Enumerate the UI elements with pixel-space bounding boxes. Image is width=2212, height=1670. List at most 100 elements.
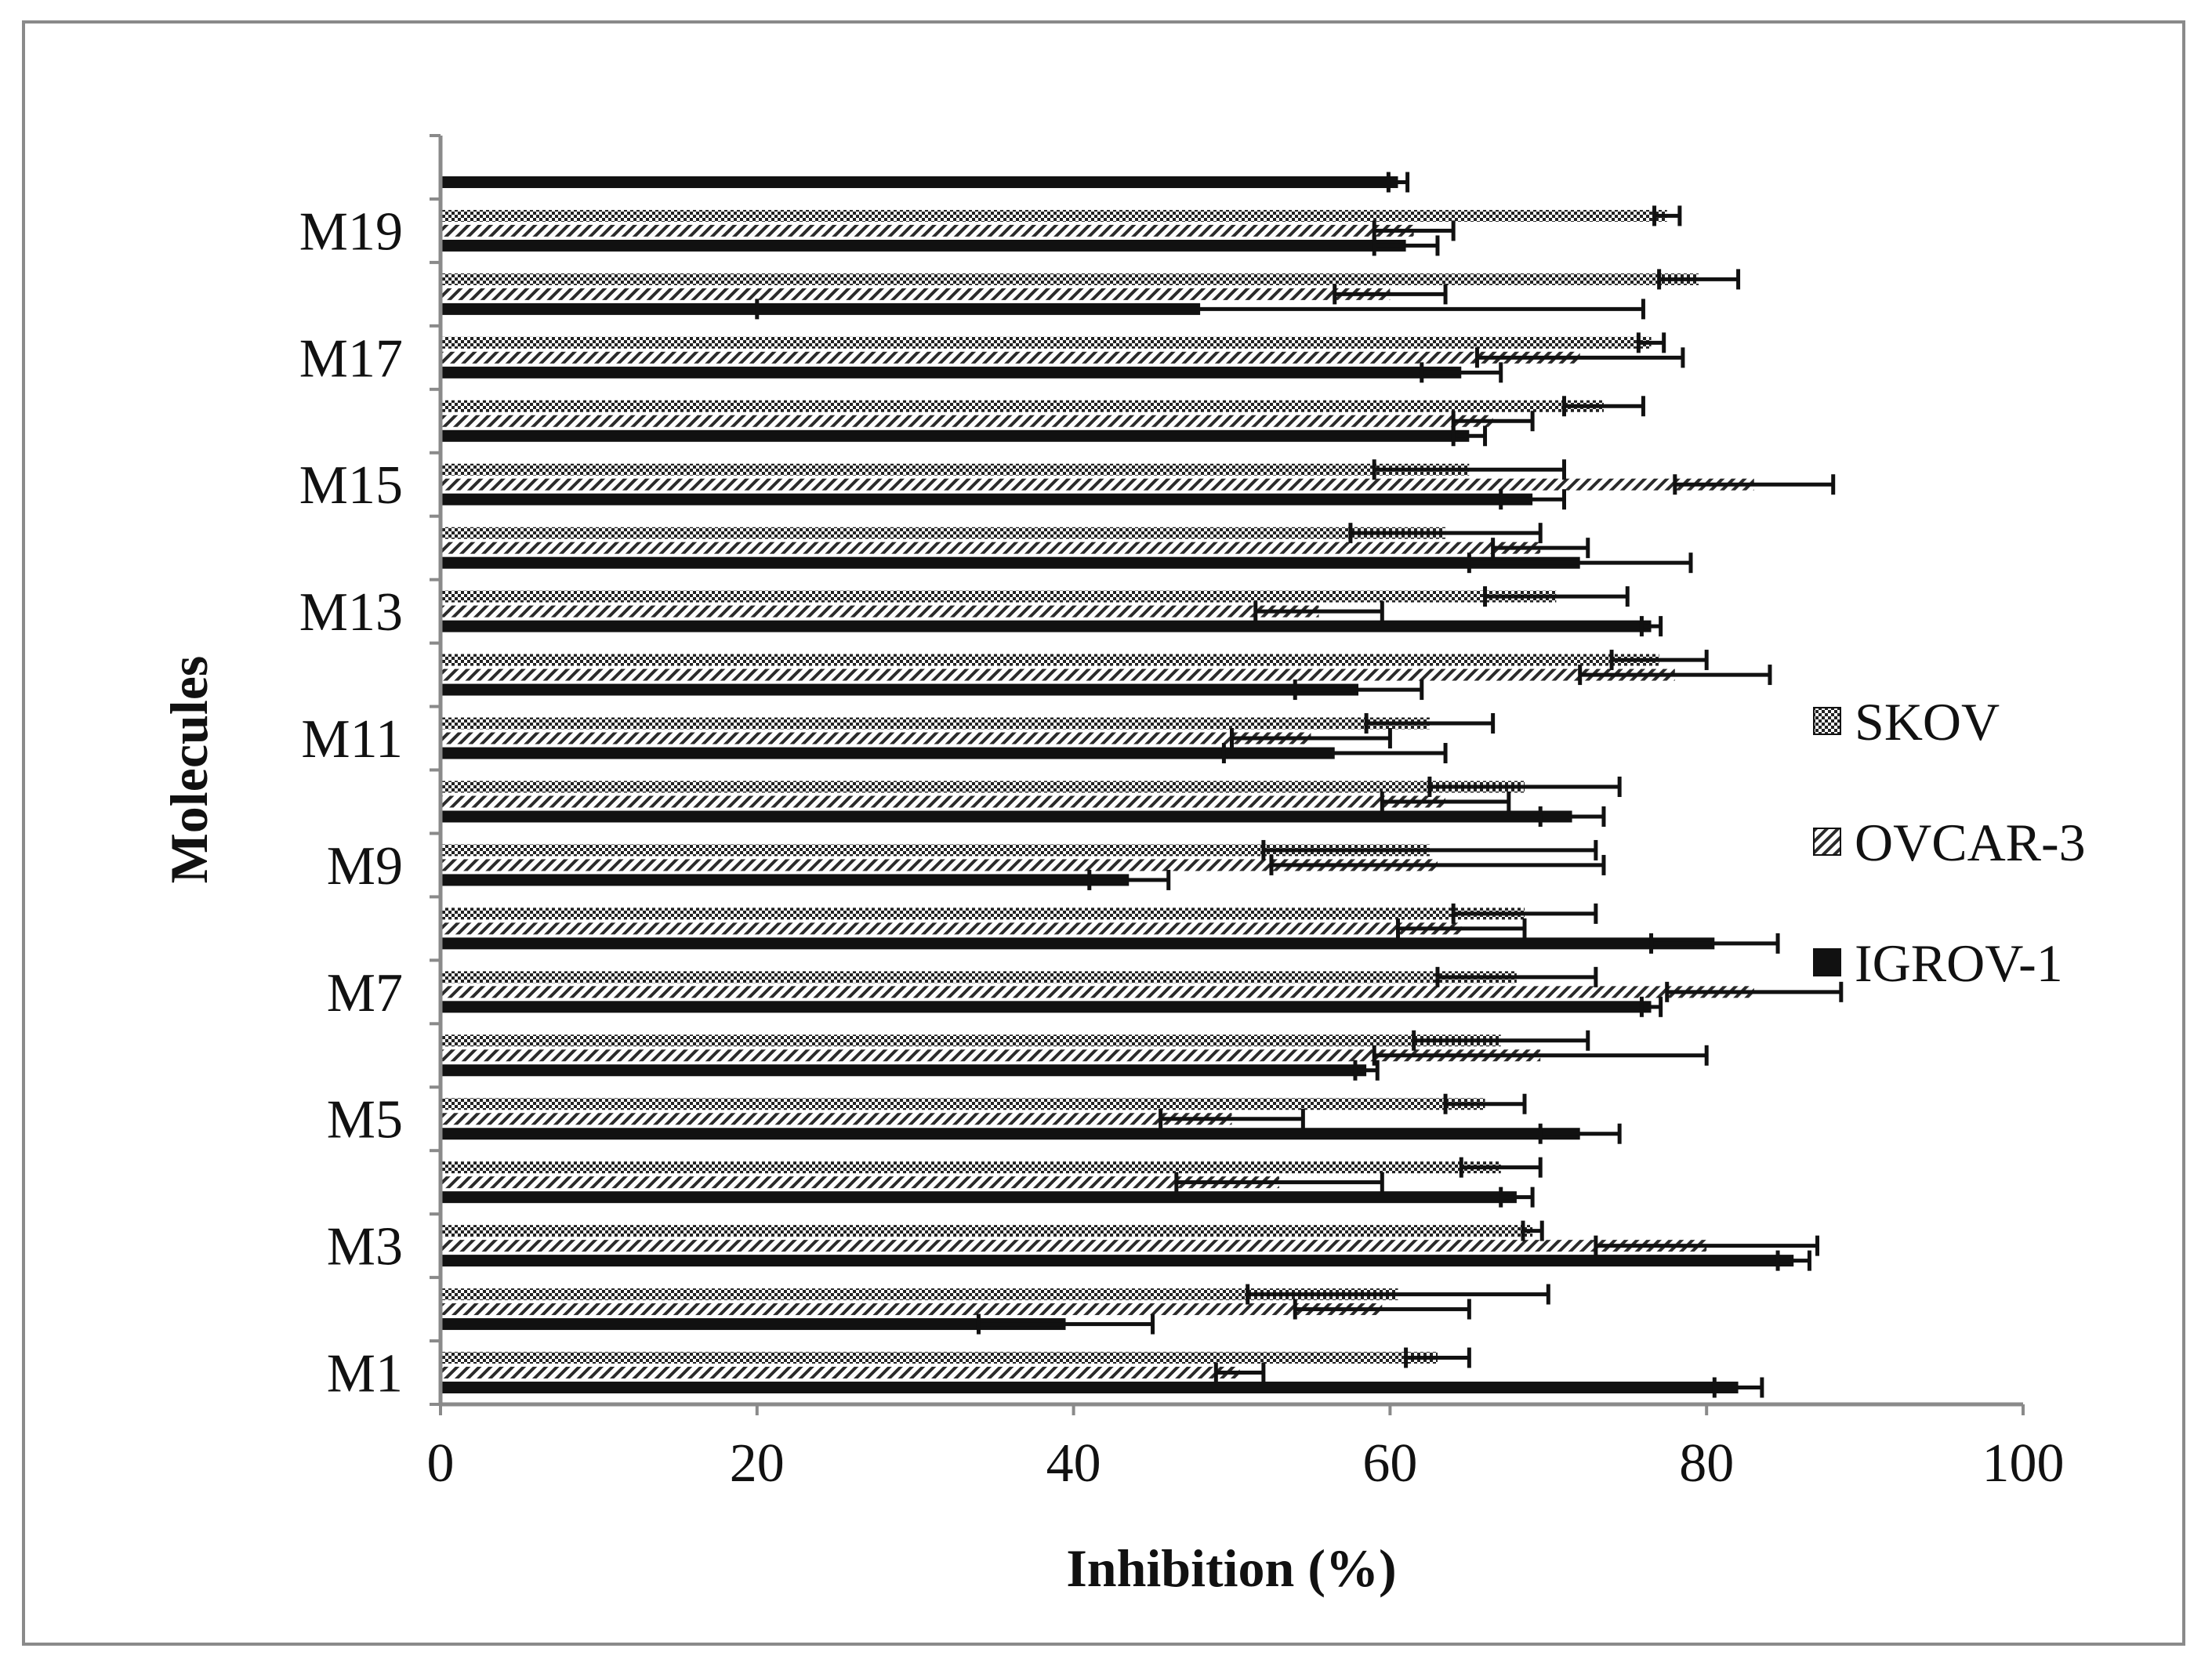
- error-bar-ovcar-3-m7: [1667, 982, 1841, 1002]
- error-bar-ovcar-3-m1: [1216, 1363, 1264, 1383]
- bar-igrov-1-m5: [441, 1128, 1580, 1139]
- x-tick-label: 60: [1362, 1433, 1417, 1494]
- y-tick-label: M13: [299, 582, 403, 643]
- legend-item-skov: SKOV: [1814, 692, 2000, 752]
- error-bar-igrov-1-m18: [757, 299, 1644, 319]
- bar-ovcar-3-m8: [441, 922, 1461, 934]
- error-bar-skov-m9: [1264, 840, 1596, 860]
- bar-igrov-1-m16: [441, 430, 1469, 442]
- error-bar-igrov-1-m14: [1469, 552, 1691, 573]
- bar-igrov-1-m11: [441, 748, 1335, 759]
- bar-igrov-1-m2: [441, 1318, 1066, 1330]
- error-bar-igrov-1-m13: [1641, 616, 1660, 636]
- error-bar-igrov-1-m17: [1422, 362, 1501, 382]
- bar-ovcar-3-m7: [441, 986, 1754, 998]
- error-bar-skov-m1: [1406, 1348, 1470, 1368]
- bar-ovcar-3-m11: [441, 733, 1311, 744]
- bar-ovcar-3-m15: [441, 479, 1754, 491]
- legend-label: IGROV-1: [1855, 933, 2063, 993]
- bar-skov-m17: [441, 337, 1652, 349]
- y-tick-label: M15: [299, 455, 403, 516]
- y-tick-label: M1: [327, 1344, 403, 1404]
- bar-igrov-1-m8: [441, 937, 1714, 949]
- legend-swatch: [1814, 828, 1840, 855]
- error-bar-ovcar-3-m4: [1177, 1172, 1382, 1193]
- error-bar-ovcar-3-m8: [1398, 918, 1525, 939]
- bar-skov-m6: [441, 1034, 1501, 1046]
- error-bar-skov-m17: [1638, 332, 1663, 353]
- x-ticks-layer: 0 20 40 60 80 100: [427, 1404, 2065, 1494]
- bar-ovcar-3-m1: [441, 1367, 1240, 1378]
- y-tick-label: M17: [299, 328, 403, 389]
- y-tick-label: M11: [301, 709, 403, 770]
- bar-ovcar-3-m19: [441, 225, 1414, 237]
- y-tick-label: M7: [327, 963, 403, 1023]
- bar-ovcar-3-m4: [441, 1176, 1279, 1188]
- bar-igrov-1-m15: [441, 494, 1532, 505]
- y-ticks-layer: M1 M3 M5 M7 M9 M11 M13 M15 M17 M19: [299, 136, 441, 1404]
- error-bar-igrov-1-m9: [1090, 870, 1169, 890]
- bar-igrov-1-m17: [441, 367, 1461, 379]
- bar-igrov-1-m3: [441, 1255, 1793, 1266]
- bar-skov-m5: [441, 1098, 1485, 1110]
- y-tick-label: M3: [327, 1217, 403, 1277]
- legend-item-igrov-1: IGROV-1: [1814, 933, 2063, 993]
- error-bar-ovcar-3-m9: [1271, 855, 1604, 875]
- bar-ovcar-3-m18: [441, 288, 1390, 300]
- bar-skov-m13: [441, 591, 1556, 603]
- error-bar-ovcar-3-m13: [1256, 601, 1383, 621]
- error-bar-ovcar-3-m15: [1675, 474, 1833, 494]
- error-bar-ovcar-3-m19: [1374, 220, 1453, 241]
- error-bar-igrov-1-m3: [1778, 1251, 1809, 1271]
- error-bar-skov-m2: [1248, 1284, 1549, 1305]
- error-bar-skov-m19: [1655, 205, 1680, 226]
- error-bar-igrov-1-m2: [978, 1314, 1152, 1335]
- legend-item-ovcar-3: OVCAR-3: [1814, 813, 2086, 872]
- bar-skov-m12: [441, 654, 1659, 666]
- error-bar-skov-m16: [1564, 396, 1643, 416]
- error-bar-ovcar-3-m16: [1453, 411, 1532, 431]
- bar-igrov-1-m12: [441, 684, 1358, 696]
- bar-skov-m7: [441, 971, 1517, 983]
- bar-skov-m1: [441, 1352, 1438, 1364]
- error-bar-igrov-1-m4: [1501, 1187, 1532, 1208]
- bar-igrov-1-m6: [441, 1064, 1366, 1076]
- bar-igrov-1-m13: [441, 621, 1652, 632]
- bar-ovcar-3-m16: [441, 415, 1493, 427]
- bar-ovcar-3-m2: [441, 1303, 1382, 1315]
- bar-igrov-1-m4: [441, 1191, 1517, 1203]
- x-tick-label: 80: [1679, 1433, 1734, 1494]
- error-bar-igrov-1-m5: [1540, 1124, 1619, 1144]
- bar-skov-m15: [441, 464, 1469, 476]
- y-axis-title: Molecules: [159, 656, 219, 884]
- error-bar-ovcar-3-m5: [1161, 1109, 1304, 1129]
- bar-chart: 0 20 40 60 80 100 M1 M3 M5 M7 M9 M11 M13 M15 M17 M19 I…: [25, 24, 2182, 1643]
- x-tick-label: 40: [1046, 1433, 1101, 1494]
- x-tick-label: 100: [1982, 1433, 2065, 1494]
- x-axis-title: Inhibition (%): [1066, 1538, 1396, 1598]
- bar-skov-m11: [441, 718, 1430, 730]
- bar-skov-m18: [441, 274, 1699, 285]
- error-bar-igrov-1-m11: [1224, 743, 1445, 763]
- bar-ovcar-3-m17: [441, 352, 1580, 364]
- error-bar-igrov-1-m12: [1295, 679, 1422, 700]
- bar-skov-m8: [441, 907, 1525, 919]
- x-tick-label: 0: [427, 1433, 455, 1494]
- error-bar-igrov-1-m7: [1641, 997, 1660, 1017]
- error-bar-skov-m13: [1485, 586, 1628, 607]
- bar-igrov-1-m9: [441, 874, 1129, 886]
- legend-label: SKOV: [1855, 692, 2000, 752]
- error-bar-skov-m4: [1461, 1157, 1540, 1178]
- bar-ovcar-3-m3: [441, 1240, 1706, 1252]
- error-bar-skov-m12: [1612, 650, 1706, 670]
- error-bar-skov-m18: [1659, 269, 1739, 289]
- error-bar-ovcar-3-m18: [1335, 284, 1445, 304]
- bar-skov-m14: [441, 527, 1445, 539]
- x-tick-label: 20: [730, 1433, 785, 1494]
- legend-label: OVCAR-3: [1855, 813, 2086, 872]
- error-bar-igrov-1-m10: [1540, 806, 1604, 827]
- error-bar-igrov-1-m19: [1374, 235, 1438, 255]
- bar-ovcar-3-m14: [441, 542, 1540, 554]
- bar-skov-m4: [441, 1161, 1501, 1173]
- bar-igrov-1-m10: [441, 810, 1572, 822]
